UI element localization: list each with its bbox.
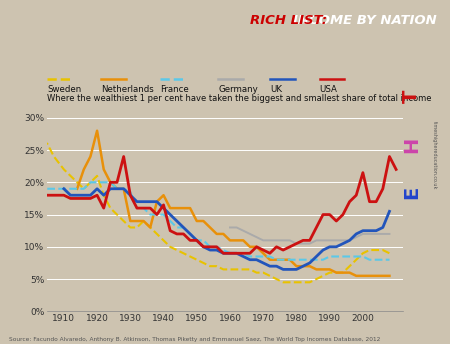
Text: Source: Facundo Alvaredo, Anthony B. Atkinson, Thomas Piketty and Emmanuel Saez,: Source: Facundo Alvaredo, Anthony B. Atk… bbox=[9, 337, 380, 342]
Text: Germany: Germany bbox=[218, 85, 258, 94]
Text: H: H bbox=[402, 136, 421, 153]
Text: Where the wealthiest 1 per cent have taken the biggest and smallest share of tot: Where the wealthiest 1 per cent have tak… bbox=[47, 94, 432, 103]
Text: timeshighereducation.co.uk: timeshighereducation.co.uk bbox=[432, 121, 437, 189]
Text: France: France bbox=[160, 85, 189, 94]
Text: Netherlands: Netherlands bbox=[101, 85, 154, 94]
Text: INCOME BY NATION: INCOME BY NATION bbox=[293, 14, 436, 27]
Text: Sweden: Sweden bbox=[47, 85, 81, 94]
Text: USA: USA bbox=[320, 85, 338, 94]
Text: T: T bbox=[402, 90, 421, 103]
Text: RICH LIST:: RICH LIST: bbox=[250, 14, 331, 27]
Text: UK: UK bbox=[270, 85, 282, 94]
Text: E: E bbox=[402, 186, 421, 199]
